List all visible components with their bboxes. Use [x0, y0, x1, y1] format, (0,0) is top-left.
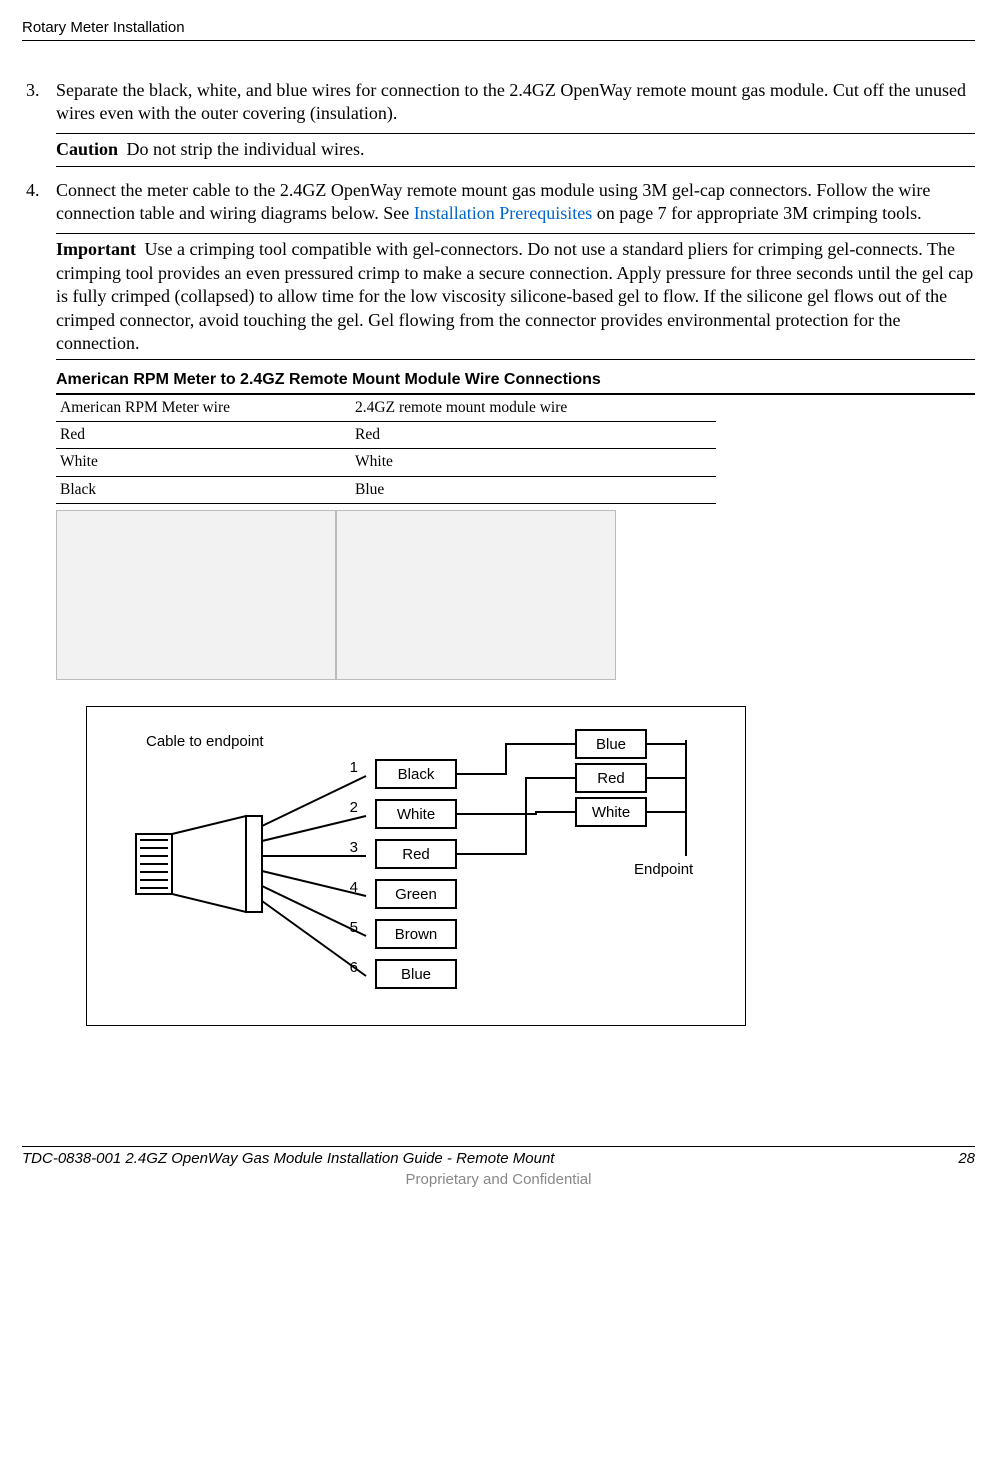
photo-crimping-tool	[56, 510, 336, 680]
left-wire-5: Brown	[395, 926, 438, 943]
right-wire-1: Blue	[596, 736, 626, 753]
diagram-num-2: 2	[350, 799, 358, 816]
diagram-endpoint-label: Endpoint	[634, 861, 694, 878]
table-row: BlackBlue	[56, 476, 716, 503]
caution-box: Caution Do not strip the individual wire…	[56, 133, 975, 166]
page-header: Rotary Meter Installation	[22, 18, 975, 41]
step-list: Separate the black, white, and blue wire…	[22, 79, 975, 1026]
wire-table: American RPM Meter wire 2.4GZ remote mou…	[56, 395, 716, 504]
table-col2: 2.4GZ remote mount module wire	[351, 395, 716, 422]
step-3-body: Separate the black, white, and blue wire…	[56, 80, 966, 123]
left-wire-1: Black	[398, 766, 435, 783]
diagram-num-1: 1	[350, 759, 358, 776]
link-installation-prerequisites[interactable]: Installation Prerequisites	[414, 203, 592, 223]
photo-row	[56, 510, 975, 680]
diagram-cable-label: Cable to endpoint	[146, 733, 264, 750]
footer-confidential: Proprietary and Confidential	[22, 1170, 975, 1190]
important-label: Important	[56, 239, 136, 259]
table-title: American RPM Meter to 2.4GZ Remote Mount…	[56, 368, 975, 395]
step-4-body-b: on page 7 for appropriate 3M crimping to…	[592, 203, 921, 223]
right-wire-2: Red	[597, 770, 625, 787]
table-header-row: American RPM Meter wire 2.4GZ remote mou…	[56, 395, 716, 422]
diagram-num-5: 5	[350, 919, 358, 936]
left-wire-6: Blue	[401, 966, 431, 983]
important-box: Important Use a crimping tool compatible…	[56, 233, 975, 360]
diagram-num-4: 4	[350, 879, 358, 896]
photo-gel-connector	[336, 510, 616, 680]
footer-doc: TDC-0838-001 2.4GZ OpenWay Gas Module In…	[22, 1149, 554, 1169]
left-wire-2: White	[397, 806, 435, 823]
step-3: Separate the black, white, and blue wire…	[22, 79, 975, 167]
footer-line: TDC-0838-001 2.4GZ OpenWay Gas Module In…	[22, 1146, 975, 1169]
footer-page: 28	[958, 1149, 975, 1169]
table-col1: American RPM Meter wire	[56, 395, 351, 422]
wiring-diagram: Cable to endpoint	[86, 706, 975, 1026]
left-wire-4: Green	[395, 886, 437, 903]
left-wire-3: Red	[402, 846, 430, 863]
table-row: RedRed	[56, 422, 716, 449]
caution-text: Do not strip the individual wires.	[127, 139, 365, 159]
right-wire-3: White	[592, 804, 630, 821]
page-header-title: Rotary Meter Installation	[22, 19, 185, 36]
wiring-diagram-svg: Cable to endpoint	[86, 706, 746, 1026]
caution-label: Caution	[56, 139, 118, 159]
table-row: WhiteWhite	[56, 449, 716, 476]
diagram-num-6: 6	[350, 959, 358, 976]
important-text: Use a crimping tool compatible with gel-…	[56, 239, 973, 353]
diagram-num-3: 3	[350, 839, 358, 856]
step-4: Connect the meter cable to the 2.4GZ Ope…	[22, 179, 975, 1026]
